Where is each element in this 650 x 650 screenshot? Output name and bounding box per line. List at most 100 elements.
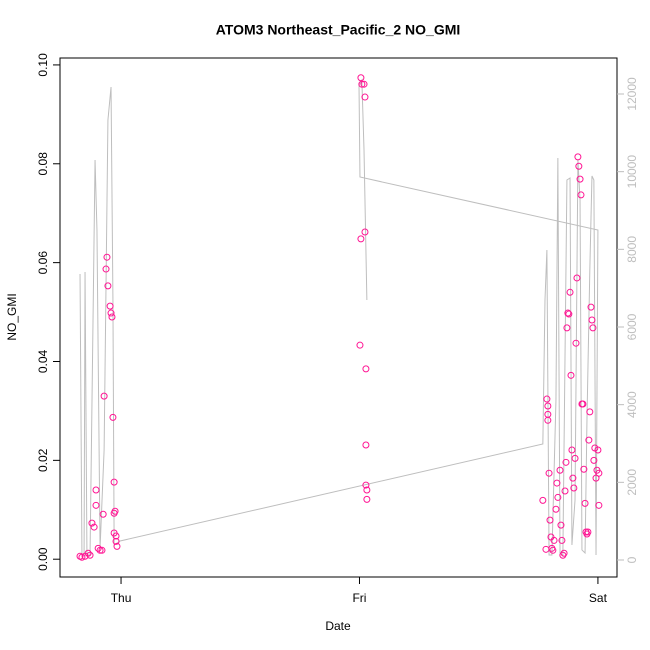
data-point [568, 446, 576, 454]
data-point [549, 546, 557, 554]
y2-tick-label: 0 [625, 556, 639, 563]
data-point [566, 288, 574, 296]
data-point [356, 341, 364, 349]
data-point [574, 153, 582, 161]
data-point [561, 487, 569, 495]
data-point [589, 324, 597, 332]
data-point [363, 486, 371, 494]
data-point [363, 495, 371, 503]
y2-tick-label: 6000 [625, 313, 639, 340]
data-point [361, 228, 369, 236]
y-axis-label: NO_GMI [5, 293, 19, 340]
y2-tick-label: 12000 [625, 77, 639, 111]
data-point [544, 416, 552, 424]
data-point [357, 74, 365, 82]
data-point [558, 536, 566, 544]
y-tick-label: 0.00 [36, 547, 50, 571]
data-point [88, 519, 96, 527]
altitude-line [79, 78, 599, 556]
data-point [110, 509, 118, 517]
data-point [580, 465, 588, 473]
data-point [110, 478, 118, 486]
data-point [581, 499, 589, 507]
data-point [362, 481, 370, 489]
data-point [109, 413, 117, 421]
y2-tick-label: 4000 [625, 391, 639, 418]
data-point [92, 501, 100, 509]
data-point [572, 339, 580, 347]
data-point [99, 510, 107, 518]
data-point [564, 309, 572, 317]
data-point [362, 365, 370, 373]
data-point [542, 545, 550, 553]
y-tick-label: 0.06 [36, 251, 50, 275]
data-point [100, 392, 108, 400]
data-point [552, 505, 560, 513]
data-point [579, 400, 587, 408]
data-point [554, 493, 562, 501]
data-point [361, 93, 369, 101]
data-point [106, 302, 114, 310]
data-point [546, 516, 554, 524]
data-point [98, 546, 106, 554]
y2-tick-label: 2000 [625, 469, 639, 496]
data-point [576, 175, 584, 183]
data-point [86, 551, 94, 559]
data-point [96, 546, 104, 554]
data-point [571, 454, 579, 462]
data-point [113, 542, 121, 550]
data-point [92, 486, 100, 494]
data-point [563, 324, 571, 332]
data-point [573, 274, 581, 282]
x-tick-label: Thu [111, 591, 132, 605]
data-point [550, 536, 558, 544]
data-point [94, 544, 102, 552]
data-point [107, 309, 115, 317]
data-point [587, 303, 595, 311]
data-point [543, 395, 551, 403]
x-axis-label: Date [325, 619, 351, 633]
data-point [557, 521, 565, 529]
data-point [90, 523, 98, 531]
data-point [595, 469, 603, 477]
data-point [360, 80, 368, 88]
plot-frame [59, 57, 618, 578]
data-point [586, 408, 594, 416]
data-point [588, 316, 596, 324]
data-point [112, 537, 120, 545]
data-point [575, 162, 583, 170]
data-point [78, 553, 86, 561]
data-point [362, 441, 370, 449]
data-point [595, 501, 603, 509]
data-point [569, 474, 577, 482]
data-point [358, 80, 366, 88]
x-tick-label: Fri [352, 591, 366, 605]
data-point [357, 235, 365, 243]
data-point [562, 458, 570, 466]
data-point [104, 282, 112, 290]
x-tick-label: Sat [589, 591, 608, 605]
data-point [590, 456, 598, 464]
y-tick-label: 0.04 [36, 349, 50, 373]
data-point [112, 532, 120, 540]
data-point [84, 549, 92, 557]
data-point [565, 310, 573, 318]
y2-tick-label: 10000 [625, 155, 639, 189]
data-point [556, 466, 564, 474]
y2-tick-label: 8000 [625, 236, 639, 263]
data-point [585, 436, 593, 444]
y-tick-label: 0.02 [36, 448, 50, 472]
data-point [539, 496, 547, 504]
data-point [544, 402, 552, 410]
data-point [103, 253, 111, 261]
data-point [545, 469, 553, 477]
chart-title: ATOM3 Northeast_Pacific_2 NO_GMI [216, 22, 461, 38]
data-point [108, 313, 116, 321]
data-point [577, 191, 585, 199]
data-point [594, 446, 602, 454]
y-tick-label: 0.10 [36, 53, 50, 77]
data-point [102, 265, 110, 273]
data-point [584, 528, 592, 536]
